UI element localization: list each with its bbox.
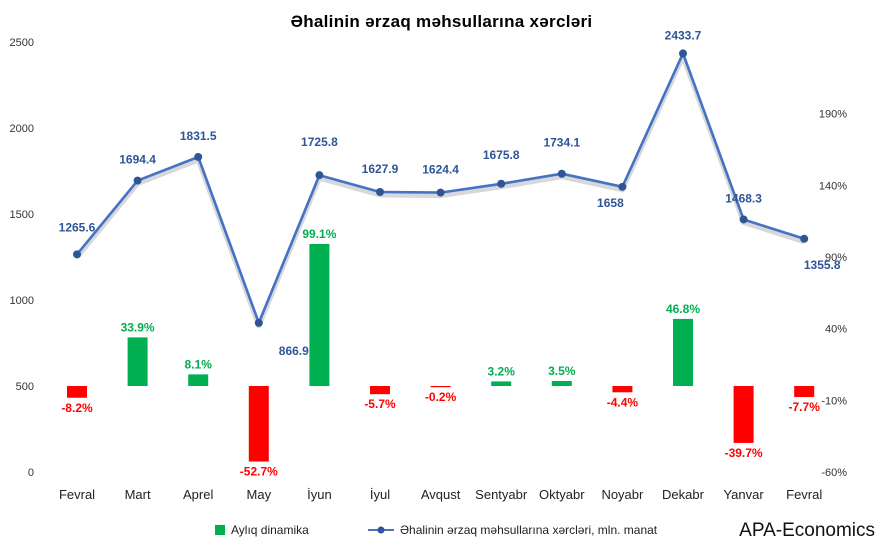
x-axis-tick-label: Mart: [125, 487, 151, 502]
line-marker: [315, 171, 324, 180]
left-axis-tick-label: 1000: [10, 295, 34, 307]
combo-chart: 0 500 1000 1500 2000 2500 -60% -10% 40% 90% 140% 19…: [10, 28, 848, 502]
line-data-label: 1468.3: [725, 191, 762, 205]
left-axis-tick-label: 0: [28, 467, 34, 479]
bar: [430, 386, 451, 388]
x-axis-tick-label: May: [247, 487, 272, 502]
line-marker: [73, 250, 81, 259]
bar-data-label: -39.7%: [725, 446, 763, 460]
line-marker: [436, 188, 445, 197]
bar: [673, 318, 693, 386]
x-axis-tick-label: Sentyabr: [475, 487, 528, 502]
line-data-label: 1355.8: [804, 258, 841, 272]
bar-data-label: -0.2%: [425, 390, 457, 404]
line-marker: [376, 188, 384, 197]
line-data-label: 866.9: [279, 344, 309, 358]
x-axis-tick-label: Aprel: [183, 487, 213, 502]
bar-data-label: 3.2%: [488, 364, 516, 378]
bar-data-label: 46.8%: [666, 302, 700, 316]
brand-logo-text: APA-Economics: [739, 520, 875, 541]
line-marker: [800, 234, 809, 243]
bar-data-label: 33.9%: [121, 320, 155, 334]
bar-data-label: -8.2%: [61, 401, 93, 415]
legend-bar-swatch: [215, 525, 225, 535]
line-marker: [497, 179, 506, 188]
x-axis-tick-label: Fevral: [786, 487, 822, 502]
right-axis-tick-label: 90%: [825, 252, 847, 264]
line-data-label: 1627.9: [362, 162, 399, 176]
x-axis-tick-label: İyun: [307, 487, 332, 502]
bar: [309, 243, 330, 386]
bar: [127, 337, 148, 386]
bar: [248, 386, 269, 462]
line-marker: [194, 152, 203, 161]
bar: [370, 386, 390, 395]
line-data-label: 1734.1: [543, 136, 580, 150]
x-axis-tick-label: İyul: [370, 487, 390, 502]
left-axis-tick-label: 1500: [10, 209, 34, 221]
x-axis-tick-label: Oktyabr: [539, 487, 585, 502]
right-axis-tick-label: -10%: [821, 395, 847, 407]
bar: [612, 386, 633, 393]
line-marker: [557, 169, 566, 178]
bar: [491, 381, 512, 386]
left-axis-tick-label: 2500: [10, 37, 34, 49]
bar: [188, 374, 209, 386]
x-axis-tick-label: Fevral: [59, 487, 95, 502]
line-data-label: 1624.4: [422, 163, 459, 177]
legend-item-line[interactable]: Əhalinin ərzaq məhsullarına xərcləri, ml…: [368, 523, 657, 537]
bar-data-label: -5.7%: [364, 397, 396, 411]
bar: [551, 380, 572, 386]
right-axis-tick-label: 40%: [825, 324, 847, 336]
line-data-label: 1265.6: [59, 220, 96, 234]
line-marker: [254, 318, 263, 327]
bar-data-label: 3.5%: [548, 364, 576, 378]
x-axis-tick-label: Noyabr: [601, 487, 644, 502]
line-data-label: 2433.7: [665, 28, 702, 42]
line-data-label: 1831.5: [180, 129, 217, 143]
legend: Aylıq dinamika Əhalinin ərzaq məhsulları…: [0, 523, 883, 543]
left-axis-tick-label: 2000: [10, 123, 34, 135]
line-data-label: 1694.4: [119, 153, 156, 167]
right-axis-tick-label: 190%: [819, 109, 847, 121]
bar-data-label: 8.1%: [185, 357, 213, 371]
bar: [67, 386, 87, 398]
x-axis-tick-label: Dekabr: [662, 487, 705, 502]
line-marker: [133, 176, 142, 185]
right-axis-tick-label: 140%: [819, 180, 847, 192]
legend-line-swatch: [368, 526, 394, 534]
bar-data-label: -4.4%: [607, 395, 639, 409]
legend-label-bars: Aylıq dinamika: [231, 523, 309, 537]
line-data-label: 1675.8: [483, 148, 520, 162]
x-axis-tick-label: Yanvar: [723, 487, 764, 502]
line-data-label: 1658: [597, 196, 624, 210]
x-axis-tick-label: Avqust: [421, 487, 461, 502]
left-axis-tick-label: 500: [16, 381, 34, 393]
legend-label-line: Əhalinin ərzaq məhsullarına xərcləri, ml…: [400, 523, 658, 537]
line-marker: [679, 49, 687, 58]
right-axis-tick-label: -60%: [821, 467, 847, 479]
line-marker: [618, 182, 627, 191]
bar: [733, 386, 754, 443]
bar-data-label: -7.7%: [789, 400, 821, 414]
line-data-label: 1725.8: [301, 135, 338, 149]
line-marker: [739, 215, 748, 224]
bar-data-label: 99.1%: [302, 227, 336, 241]
bar-data-label: -52.7%: [240, 465, 278, 479]
chart-title: Əhalinin ərzaq məhsullarına xərcləri: [290, 12, 593, 31]
legend-item-bars[interactable]: Aylıq dinamika: [215, 523, 309, 537]
bar: [794, 386, 815, 398]
